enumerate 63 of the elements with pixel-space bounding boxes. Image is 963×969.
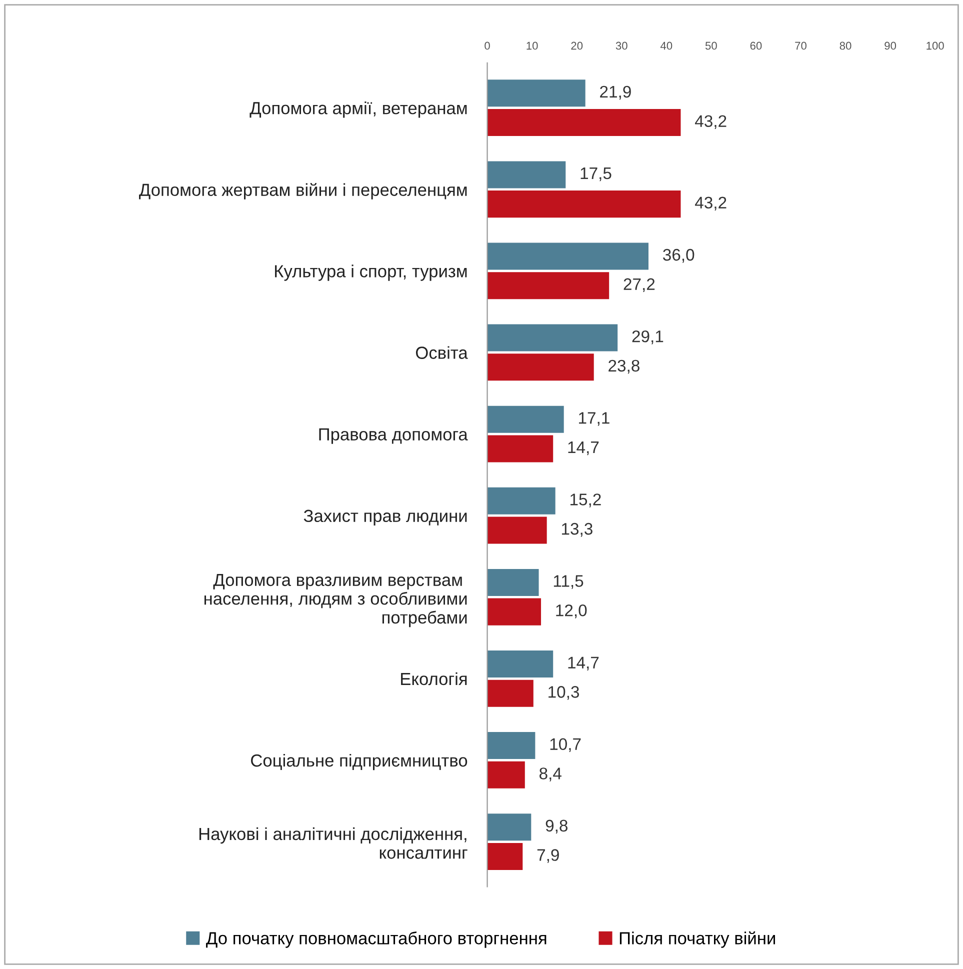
bar [487, 80, 586, 107]
bar [487, 324, 618, 352]
bar [487, 435, 554, 462]
x-tick-label: 20 [571, 42, 583, 50]
bar [487, 406, 564, 433]
data-label: 15,2 [570, 494, 601, 508]
y-tick-label: Допомога вразливим верствам населення, людям з особливими потребами [204, 574, 467, 628]
x-tick-label: 100 [926, 42, 944, 50]
bar [487, 487, 556, 514]
x-tick-label: 80 [840, 42, 852, 50]
bar [487, 568, 539, 596]
bar [487, 190, 681, 218]
y-tick-label: Екологія [401, 672, 467, 686]
y-tick-label: Правова допомога [319, 428, 468, 444]
data-label: 43,2 [694, 196, 726, 211]
data-label: 14,7 [568, 442, 599, 456]
y-tick-label: Наукові і аналітичні дослідження, консалтинг [199, 827, 468, 859]
x-tick-label: 30 [616, 42, 628, 50]
y-tick-label: Соціальне підприємництво [251, 754, 468, 770]
bar [487, 842, 523, 870]
x-tick-label: 40 [660, 42, 672, 50]
bar [487, 761, 525, 788]
data-label: 9,8 [546, 820, 568, 834]
y-tick-label: Захист прав людини [304, 510, 467, 526]
data-label: 43,2 [694, 115, 726, 129]
data-label: 10,7 [550, 738, 581, 752]
data-label: 11,5 [554, 575, 584, 589]
x-tick-label: 70 [795, 42, 806, 50]
bar [487, 598, 542, 626]
data-label: 36,0 [663, 248, 694, 263]
data-label: 12,0 [556, 604, 587, 618]
data-label: 10,3 [548, 686, 579, 700]
legend-label: До початку повномасштабного вторгнення [206, 931, 546, 948]
bar [487, 680, 534, 707]
bar [487, 516, 547, 544]
bar [487, 272, 610, 300]
data-label: 14,7 [568, 656, 599, 670]
data-label: 23,8 [608, 360, 640, 374]
data-label: 29,1 [632, 330, 664, 344]
y-tick-label: Культура і спорт, туризм [275, 264, 467, 281]
y-tick-label: Допомога армії, ветеранам [250, 102, 467, 118]
data-label: 27,2 [624, 278, 655, 292]
data-label: 17,5 [580, 168, 612, 182]
bar [487, 814, 532, 841]
bar [487, 242, 648, 270]
data-label: 8,4 [540, 768, 562, 782]
bar [487, 109, 681, 136]
x-tick-label: 0 [484, 42, 490, 50]
y-tick-label: Допомога жертвам війни і переселенцям [139, 182, 467, 200]
bar [487, 161, 566, 188]
bar [487, 732, 536, 760]
x-tick-label: 90 [884, 42, 896, 50]
x-tick-label: 10 [526, 42, 538, 50]
y-tick-label: Освіта [416, 346, 468, 359]
legend-label: Після початку війни [620, 931, 775, 948]
x-tick-label: 50 [705, 42, 717, 50]
bar [487, 354, 594, 381]
bar [487, 650, 554, 678]
data-label: 7,9 [537, 849, 559, 863]
x-tick-label: 60 [750, 42, 762, 50]
data-label: 17,1 [579, 412, 610, 426]
data-label: 13,3 [562, 522, 592, 537]
data-label: 21,9 [600, 86, 631, 100]
